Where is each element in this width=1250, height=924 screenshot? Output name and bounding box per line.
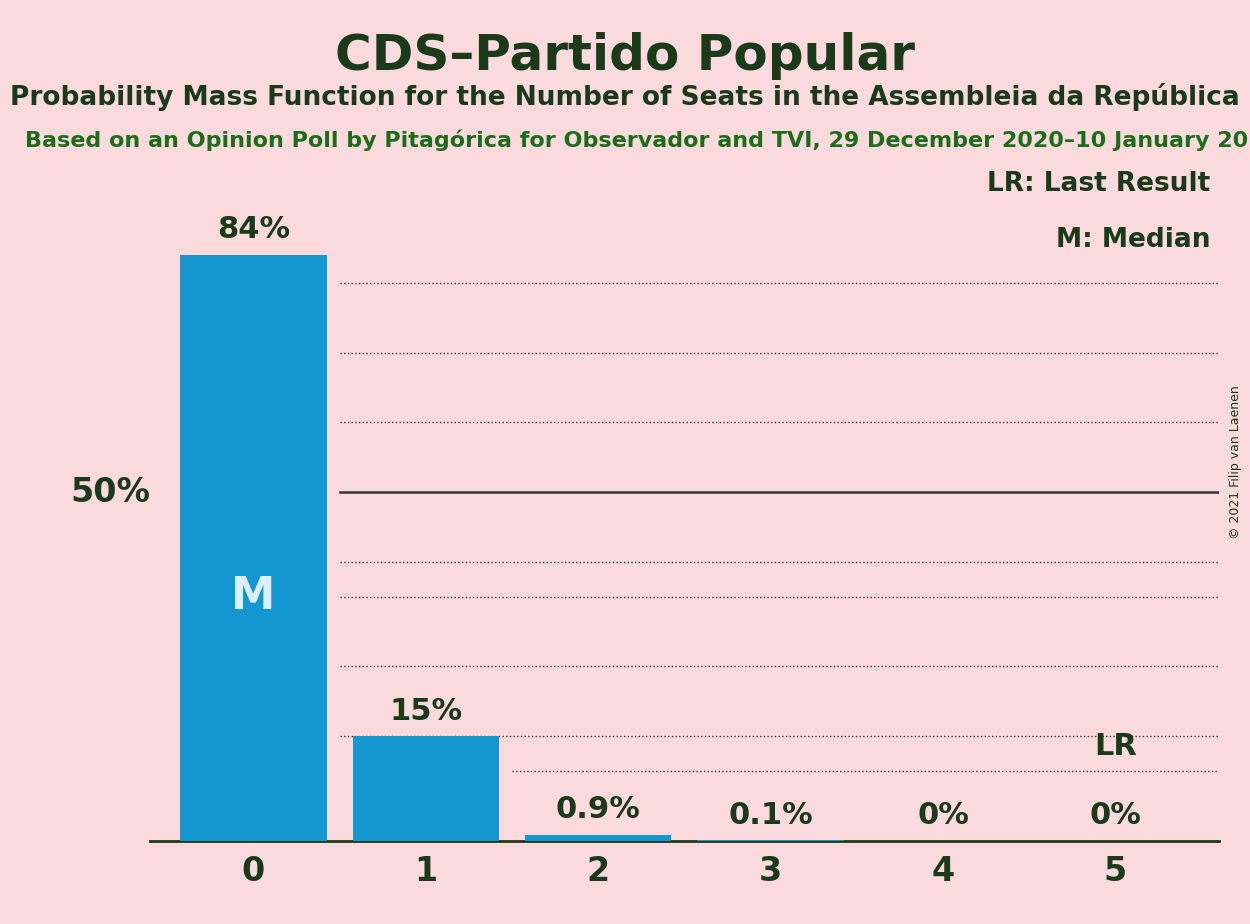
- Text: 0.1%: 0.1%: [729, 801, 813, 830]
- Text: 84%: 84%: [216, 215, 290, 244]
- Text: 0.9%: 0.9%: [556, 795, 640, 824]
- Bar: [180, 255, 326, 841]
- Text: LR: Last Result: LR: Last Result: [988, 171, 1210, 197]
- Text: 0%: 0%: [918, 801, 969, 831]
- Text: M: M: [231, 575, 275, 618]
- Text: CDS–Partido Popular: CDS–Partido Popular: [335, 32, 915, 80]
- Text: © 2021 Filip van Laenen: © 2021 Filip van Laenen: [1229, 385, 1241, 539]
- Text: LR: LR: [1094, 732, 1136, 760]
- Text: Probability Mass Function for the Number of Seats in the Assembleia da República: Probability Mass Function for the Number…: [10, 83, 1240, 111]
- Text: Based on an Opinion Poll by Pitagórica for Observador and TVI, 29 December 2020–: Based on an Opinion Poll by Pitagórica f…: [25, 129, 1250, 151]
- Text: 50%: 50%: [70, 476, 150, 508]
- Text: 15%: 15%: [389, 697, 462, 725]
- Bar: [352, 736, 499, 841]
- Text: 0%: 0%: [1090, 801, 1141, 831]
- Text: M: Median: M: Median: [1056, 227, 1210, 253]
- Bar: [525, 834, 671, 841]
